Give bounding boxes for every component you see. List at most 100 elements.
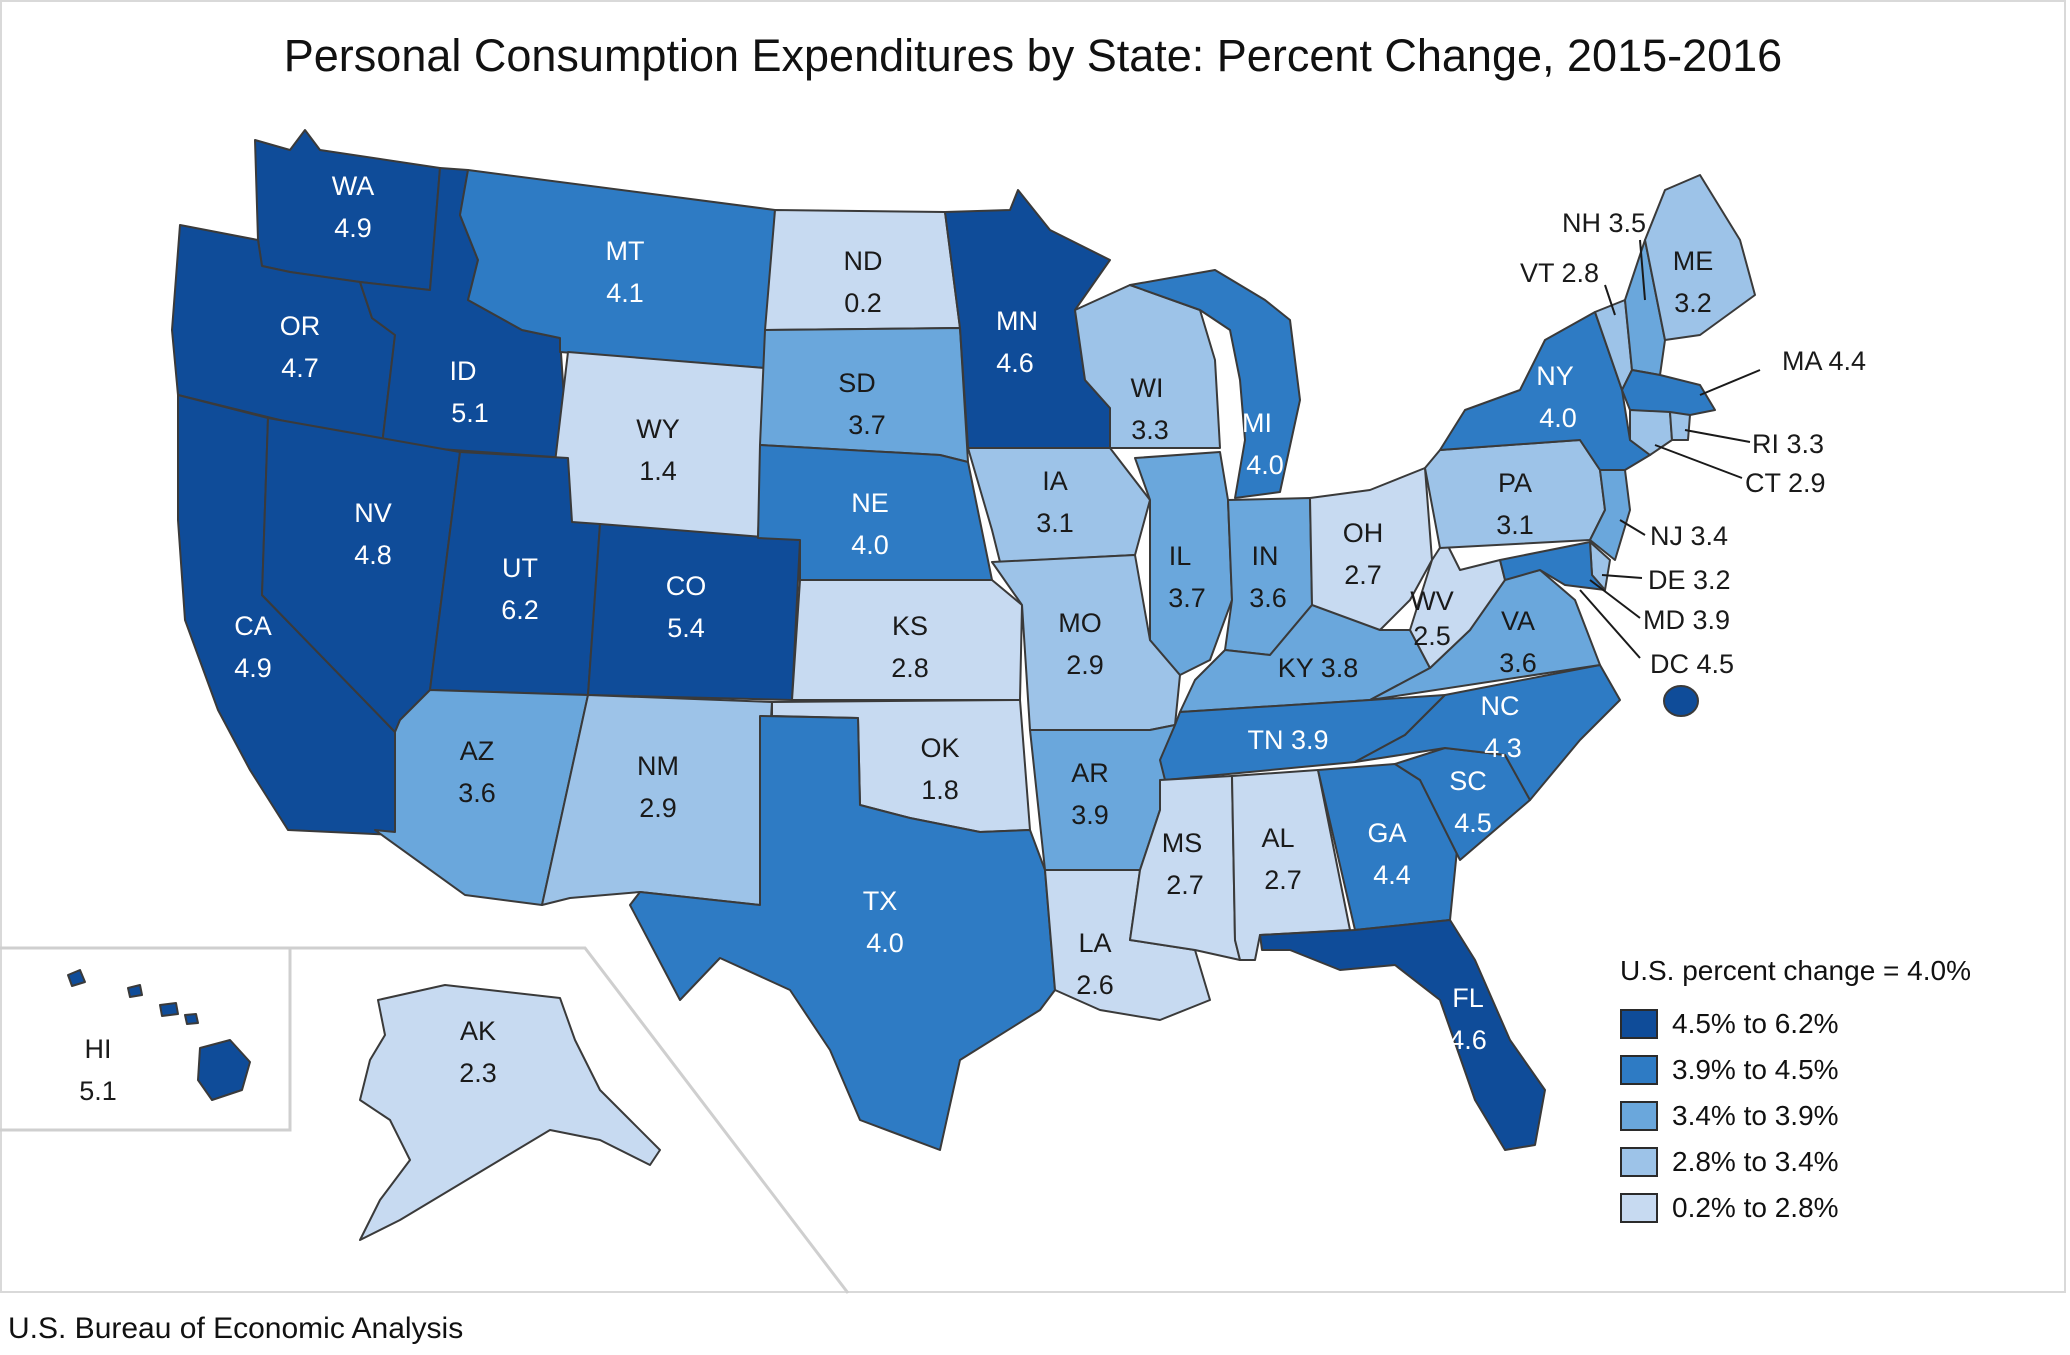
callout-ct: CT 2.9 [1745, 468, 1826, 498]
label-nm-value: 2.9 [639, 793, 677, 823]
label-nd-value: 0.2 [844, 288, 882, 318]
callout-ma: MA 4.4 [1782, 346, 1866, 376]
legend-label: 2.8% to 3.4% [1672, 1146, 1839, 1177]
state-nj [1589, 469, 1631, 561]
label-wa-name: WA [332, 171, 375, 201]
label-al-name: AL [1261, 823, 1294, 853]
label-fl-name: FL [1452, 983, 1484, 1013]
legend-item: 0.2% to 2.8% [1620, 1185, 1971, 1231]
label-nm-name: NM [637, 751, 679, 781]
label-mo-value: 2.9 [1066, 650, 1104, 680]
legend-swatch [1620, 1009, 1658, 1039]
state-me [1644, 174, 1756, 341]
label-wy-value: 1.4 [639, 456, 677, 486]
state-wa [254, 129, 441, 291]
label-va-value: 3.6 [1499, 648, 1537, 678]
state-wy [547, 351, 766, 539]
label-or-name: OR [280, 311, 321, 341]
label-wv-name: WV [1410, 586, 1454, 616]
state-co [587, 523, 801, 701]
label-ga-name: GA [1367, 818, 1406, 848]
callout-labels: NH 3.5 VT 2.8 MA 4.4 RI 3.3 CT 2.9 NJ 3.… [1520, 208, 1866, 679]
label-ut-value: 6.2 [501, 595, 539, 625]
label-ga-value: 4.4 [1373, 860, 1411, 890]
label-ia-value: 3.1 [1036, 508, 1074, 538]
label-az-name: AZ [460, 736, 495, 766]
legend-item: 2.8% to 3.4% [1620, 1139, 1971, 1185]
label-hi-name: HI [85, 1034, 112, 1064]
label-pa-name: PA [1498, 468, 1532, 498]
legend-swatch [1620, 1101, 1658, 1131]
legend-item: 3.4% to 3.9% [1620, 1093, 1971, 1139]
legend-item: 4.5% to 6.2% [1620, 1001, 1971, 1047]
inset-borders [0, 946, 850, 1294]
state-ri [1669, 411, 1691, 441]
legend-item: 3.9% to 4.5% [1620, 1047, 1971, 1093]
label-wi-value: 3.3 [1131, 415, 1169, 445]
state-nc [1354, 664, 1621, 801]
state-ma [1621, 369, 1716, 416]
label-sc-value: 4.5 [1454, 808, 1492, 838]
label-id-value: 5.1 [451, 398, 489, 428]
label-il-value: 3.7 [1168, 583, 1206, 613]
label-or-value: 4.7 [281, 353, 319, 383]
label-hi-value: 5.1 [79, 1076, 117, 1106]
callout-vt: VT 2.8 [1520, 258, 1599, 288]
label-wy-name: WY [636, 414, 680, 444]
label-oh-name: OH [1343, 518, 1384, 548]
state-tx [629, 715, 1056, 1151]
label-ar-value: 3.9 [1071, 800, 1109, 830]
callout-de: DE 3.2 [1648, 565, 1731, 595]
label-nd-name: ND [844, 246, 883, 276]
label-id-name: ID [450, 356, 477, 386]
map-title: Personal Consumption Expenditures by Sta… [283, 30, 1783, 81]
label-ok-value: 1.8 [921, 775, 959, 805]
label-ar-name: AR [1071, 758, 1109, 788]
label-ca-value: 4.9 [234, 653, 272, 683]
source-credit: U.S. Bureau of Economic Analysis [8, 1312, 464, 1345]
label-ak-value: 2.3 [459, 1058, 497, 1088]
label-in-name: IN [1252, 541, 1279, 571]
label-mn-value: 4.6 [996, 348, 1034, 378]
label-ms-name: MS [1162, 828, 1203, 858]
callout-dc: DC 4.5 [1650, 649, 1734, 679]
label-al-value: 2.7 [1264, 865, 1302, 895]
state-dc-marker [1663, 685, 1699, 717]
callout-md: MD 3.9 [1643, 605, 1730, 635]
label-co-value: 5.4 [667, 613, 705, 643]
label-ca-name: CA [234, 611, 272, 641]
label-mi-value: 4.0 [1246, 450, 1284, 480]
label-ky: KY 3.8 [1278, 653, 1359, 683]
state-fl [1259, 919, 1546, 1151]
state-il [1134, 451, 1233, 676]
state-labels: WA 4.9 OR 4.7 CA 4.9 ID 5.1 NV 4.8 MT 4.… [79, 171, 1713, 1106]
callout-ri: RI 3.3 [1752, 429, 1824, 459]
state-md [1499, 541, 1606, 591]
callout-leaders [1579, 239, 1761, 659]
state-ks [791, 579, 1023, 701]
label-tx-value: 4.0 [866, 928, 904, 958]
label-nv-name: NV [354, 498, 392, 528]
legend-swatch [1620, 1193, 1658, 1223]
label-ak-name: AK [460, 1016, 496, 1046]
label-ny-name: NY [1536, 361, 1574, 391]
legend-swatch [1620, 1055, 1658, 1085]
label-ks-value: 2.8 [891, 653, 929, 683]
state-hi [67, 969, 251, 1101]
legend-label: 0.2% to 2.8% [1672, 1192, 1839, 1223]
label-wa-value: 4.9 [334, 213, 372, 243]
label-mi-name: MI [1242, 408, 1272, 438]
label-sc-name: SC [1449, 766, 1487, 796]
label-tx-name: TX [863, 886, 898, 916]
map-frame [0, 0, 2066, 1293]
legend-label: 3.4% to 3.9% [1672, 1100, 1839, 1131]
legend-label: 4.5% to 6.2% [1672, 1008, 1839, 1039]
label-la-value: 2.6 [1076, 970, 1114, 1000]
label-mt-value: 4.1 [606, 278, 644, 308]
label-ne-value: 4.0 [851, 530, 889, 560]
label-az-value: 3.6 [458, 778, 496, 808]
label-wi-name: WI [1131, 373, 1164, 403]
label-tn: TN 3.9 [1247, 725, 1328, 755]
legend-swatch [1620, 1147, 1658, 1177]
